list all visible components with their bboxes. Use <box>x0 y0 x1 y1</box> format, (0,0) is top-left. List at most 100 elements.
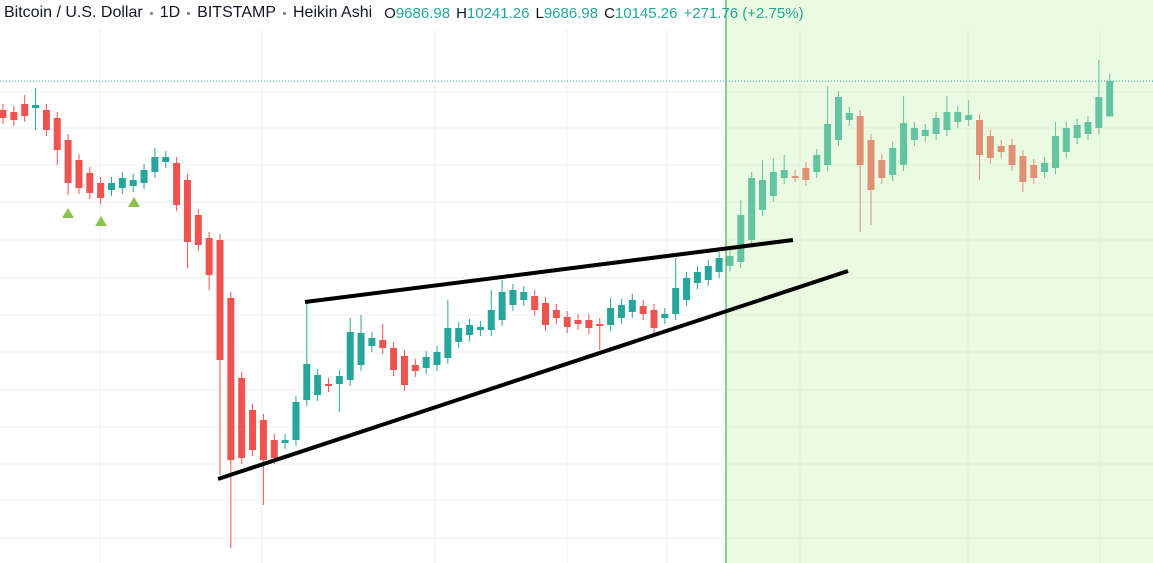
candle-body <box>1062 128 1070 152</box>
candle-body <box>205 238 213 275</box>
candle-body <box>791 176 799 178</box>
candle-body <box>97 183 105 198</box>
candle-body <box>444 328 452 358</box>
candle-body <box>986 136 994 158</box>
candle-body <box>1106 81 1114 117</box>
candle-body <box>737 215 745 262</box>
exchange: BITSTAMP <box>197 4 276 21</box>
candle-body <box>596 324 604 326</box>
candle-body <box>834 97 842 140</box>
candle-body <box>900 123 908 165</box>
candle-body <box>704 266 712 280</box>
candle-body <box>64 140 72 183</box>
candle-body <box>270 440 278 458</box>
candle-body <box>75 160 83 188</box>
candle-body <box>802 168 810 180</box>
candle-body <box>921 130 929 136</box>
candle-body <box>249 410 257 450</box>
candle-body <box>748 178 756 240</box>
candle-body <box>0 110 7 118</box>
candle-body <box>281 440 289 443</box>
candle-body <box>617 305 625 318</box>
candle-body <box>466 325 474 335</box>
change: +271.76 (+2.75%) <box>683 4 804 22</box>
highlight-zone <box>726 0 1153 563</box>
candle-body <box>845 113 853 120</box>
candle-body <box>683 278 691 300</box>
low-value: 9686.98 <box>543 4 599 22</box>
symbol-title: Bitcoin / U.S. Dollar <box>4 4 143 21</box>
candle-body <box>585 320 593 328</box>
candles <box>0 60 1114 548</box>
high-label: H <box>456 4 467 22</box>
candle-body <box>1030 165 1038 178</box>
candle-body <box>715 258 723 272</box>
candle-body <box>726 256 734 266</box>
candle-body <box>129 180 137 186</box>
candle-body <box>368 338 376 346</box>
candle-body <box>661 314 669 318</box>
candle-body <box>932 118 940 134</box>
candle-body <box>216 240 224 360</box>
candle-body <box>542 303 549 325</box>
candle-body <box>856 116 864 165</box>
candle-body <box>314 375 322 395</box>
candle-body <box>965 115 973 120</box>
candle-body <box>563 317 571 327</box>
candle-body <box>390 348 398 370</box>
candle-body <box>889 148 897 175</box>
candle-body <box>411 365 419 371</box>
candle-body <box>400 356 408 385</box>
candle-body <box>943 112 951 130</box>
trendline-upper <box>304 238 794 304</box>
candle-body <box>1041 163 1049 172</box>
candle-body <box>639 306 647 314</box>
candle-body <box>379 340 387 348</box>
candle-body <box>303 364 311 400</box>
candle-body <box>1051 136 1059 168</box>
candle-body <box>151 157 159 172</box>
trendline-lower <box>217 269 849 481</box>
signals <box>62 197 140 226</box>
candle-body <box>346 332 354 380</box>
candle-body <box>650 310 658 328</box>
candle-body <box>86 173 94 193</box>
candle-body <box>1095 97 1103 128</box>
candle-body <box>878 160 886 178</box>
candle-body <box>628 300 636 312</box>
candle-body <box>693 272 701 283</box>
close-label: C <box>604 4 615 22</box>
candle-body <box>498 292 506 320</box>
grid <box>0 30 1153 563</box>
candle-body <box>954 112 962 122</box>
candle-body <box>607 308 615 325</box>
candle-body <box>108 183 115 190</box>
candle-body <box>10 112 18 120</box>
legend-header: Bitcoin / U.S. Dollar 1D BITSTAMP Heikin… <box>4 4 810 22</box>
candle-body <box>1008 145 1016 165</box>
high-value: 10241.26 <box>466 4 530 22</box>
close-value: 10145.26 <box>614 4 678 22</box>
candle-body <box>162 157 170 162</box>
candle-body <box>780 170 788 178</box>
candle-body <box>32 105 40 108</box>
candle-body <box>194 215 202 245</box>
candle-body <box>42 110 50 130</box>
candle-body <box>183 180 191 242</box>
candle-body <box>910 128 918 140</box>
low-label: L <box>535 4 544 22</box>
candle-body <box>976 120 983 155</box>
open-label: O <box>384 4 396 22</box>
candle-body <box>140 170 148 183</box>
candle-body <box>552 310 560 318</box>
candle-body <box>672 288 680 314</box>
candle-body <box>769 172 777 196</box>
candle-body <box>227 298 235 460</box>
candle-body <box>1073 125 1081 138</box>
candle-body <box>813 155 821 172</box>
open-value: 9686.98 <box>395 4 451 22</box>
candle-body <box>335 376 343 384</box>
candle-body <box>455 328 463 342</box>
